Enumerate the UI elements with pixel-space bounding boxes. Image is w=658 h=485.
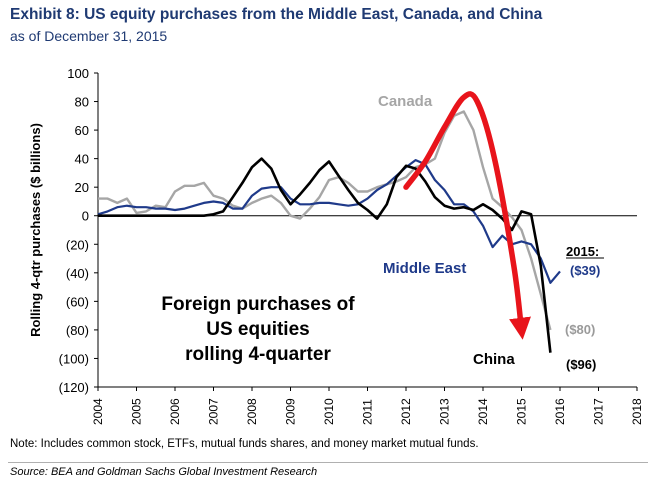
- annotation-line: rolling 4-quarter: [185, 344, 331, 365]
- x-tick-label: 2005: [130, 398, 144, 425]
- y-tick-label: 20: [75, 180, 89, 195]
- x-tick-label: 2018: [630, 398, 644, 425]
- x-tick-label: 2017: [592, 398, 606, 425]
- annotation-line: US equities: [206, 319, 309, 340]
- y-tick-label: (120): [59, 380, 89, 395]
- x-tick-label: 2014: [476, 398, 490, 425]
- series-line-china: [98, 157, 552, 353]
- x-tick-label: 2006: [168, 398, 182, 425]
- series-label-china: China: [473, 351, 515, 368]
- y-tick-label: (20): [66, 237, 89, 252]
- end-value-china: ($96): [566, 357, 596, 372]
- y-axis-title: Rolling 4-qtr purchases ($ billions): [28, 123, 43, 337]
- source-divider: [8, 462, 648, 463]
- y-tick-label: (40): [66, 266, 89, 281]
- y-tick-label: 40: [75, 152, 89, 167]
- x-tick-label: 2007: [207, 398, 221, 425]
- y-tick-label: (60): [66, 294, 89, 309]
- y-tick-label: (80): [66, 323, 89, 338]
- series-label-middle-east: Middle East: [383, 260, 466, 277]
- x-tick-label: 2004: [91, 398, 105, 425]
- annotation-line: Foreign purchases of: [161, 294, 355, 315]
- series-label-canada: Canada: [378, 93, 433, 110]
- x-tick-label: 2015: [515, 398, 529, 425]
- y-tick-label: (100): [59, 351, 89, 366]
- x-tick-label: 2016: [553, 398, 567, 425]
- red-trend-arrow: [403, 91, 531, 340]
- x-tick-label: 2012: [399, 398, 413, 425]
- x-tick-label: 2010: [322, 398, 336, 425]
- chart-subtitle: as of December 31, 2015: [10, 28, 168, 44]
- x-tick-label: 2009: [284, 398, 298, 425]
- y-tick-label: 0: [82, 209, 89, 224]
- footnote: Note: Includes common stock, ETFs, mutua…: [10, 438, 479, 450]
- y-tick-label: 100: [67, 66, 89, 81]
- end-value-canada: ($80): [565, 322, 595, 337]
- end-value-middle-east: ($39): [570, 263, 600, 278]
- source-text: Source: BEA and Goldman Sachs Global Inv…: [10, 466, 318, 478]
- x-tick-label: 2011: [361, 399, 375, 425]
- y-tick-label: 60: [75, 123, 89, 138]
- year-end-header: 2015:: [566, 244, 599, 259]
- chart-title: Exhibit 8: US equity purchases from the …: [10, 6, 543, 23]
- x-tick-label: 2008: [245, 398, 259, 425]
- y-tick-label: 80: [75, 95, 89, 110]
- x-tick-label: 2013: [438, 398, 452, 425]
- series-line-canada: [98, 110, 552, 331]
- series-line-middle-east: [97, 159, 561, 284]
